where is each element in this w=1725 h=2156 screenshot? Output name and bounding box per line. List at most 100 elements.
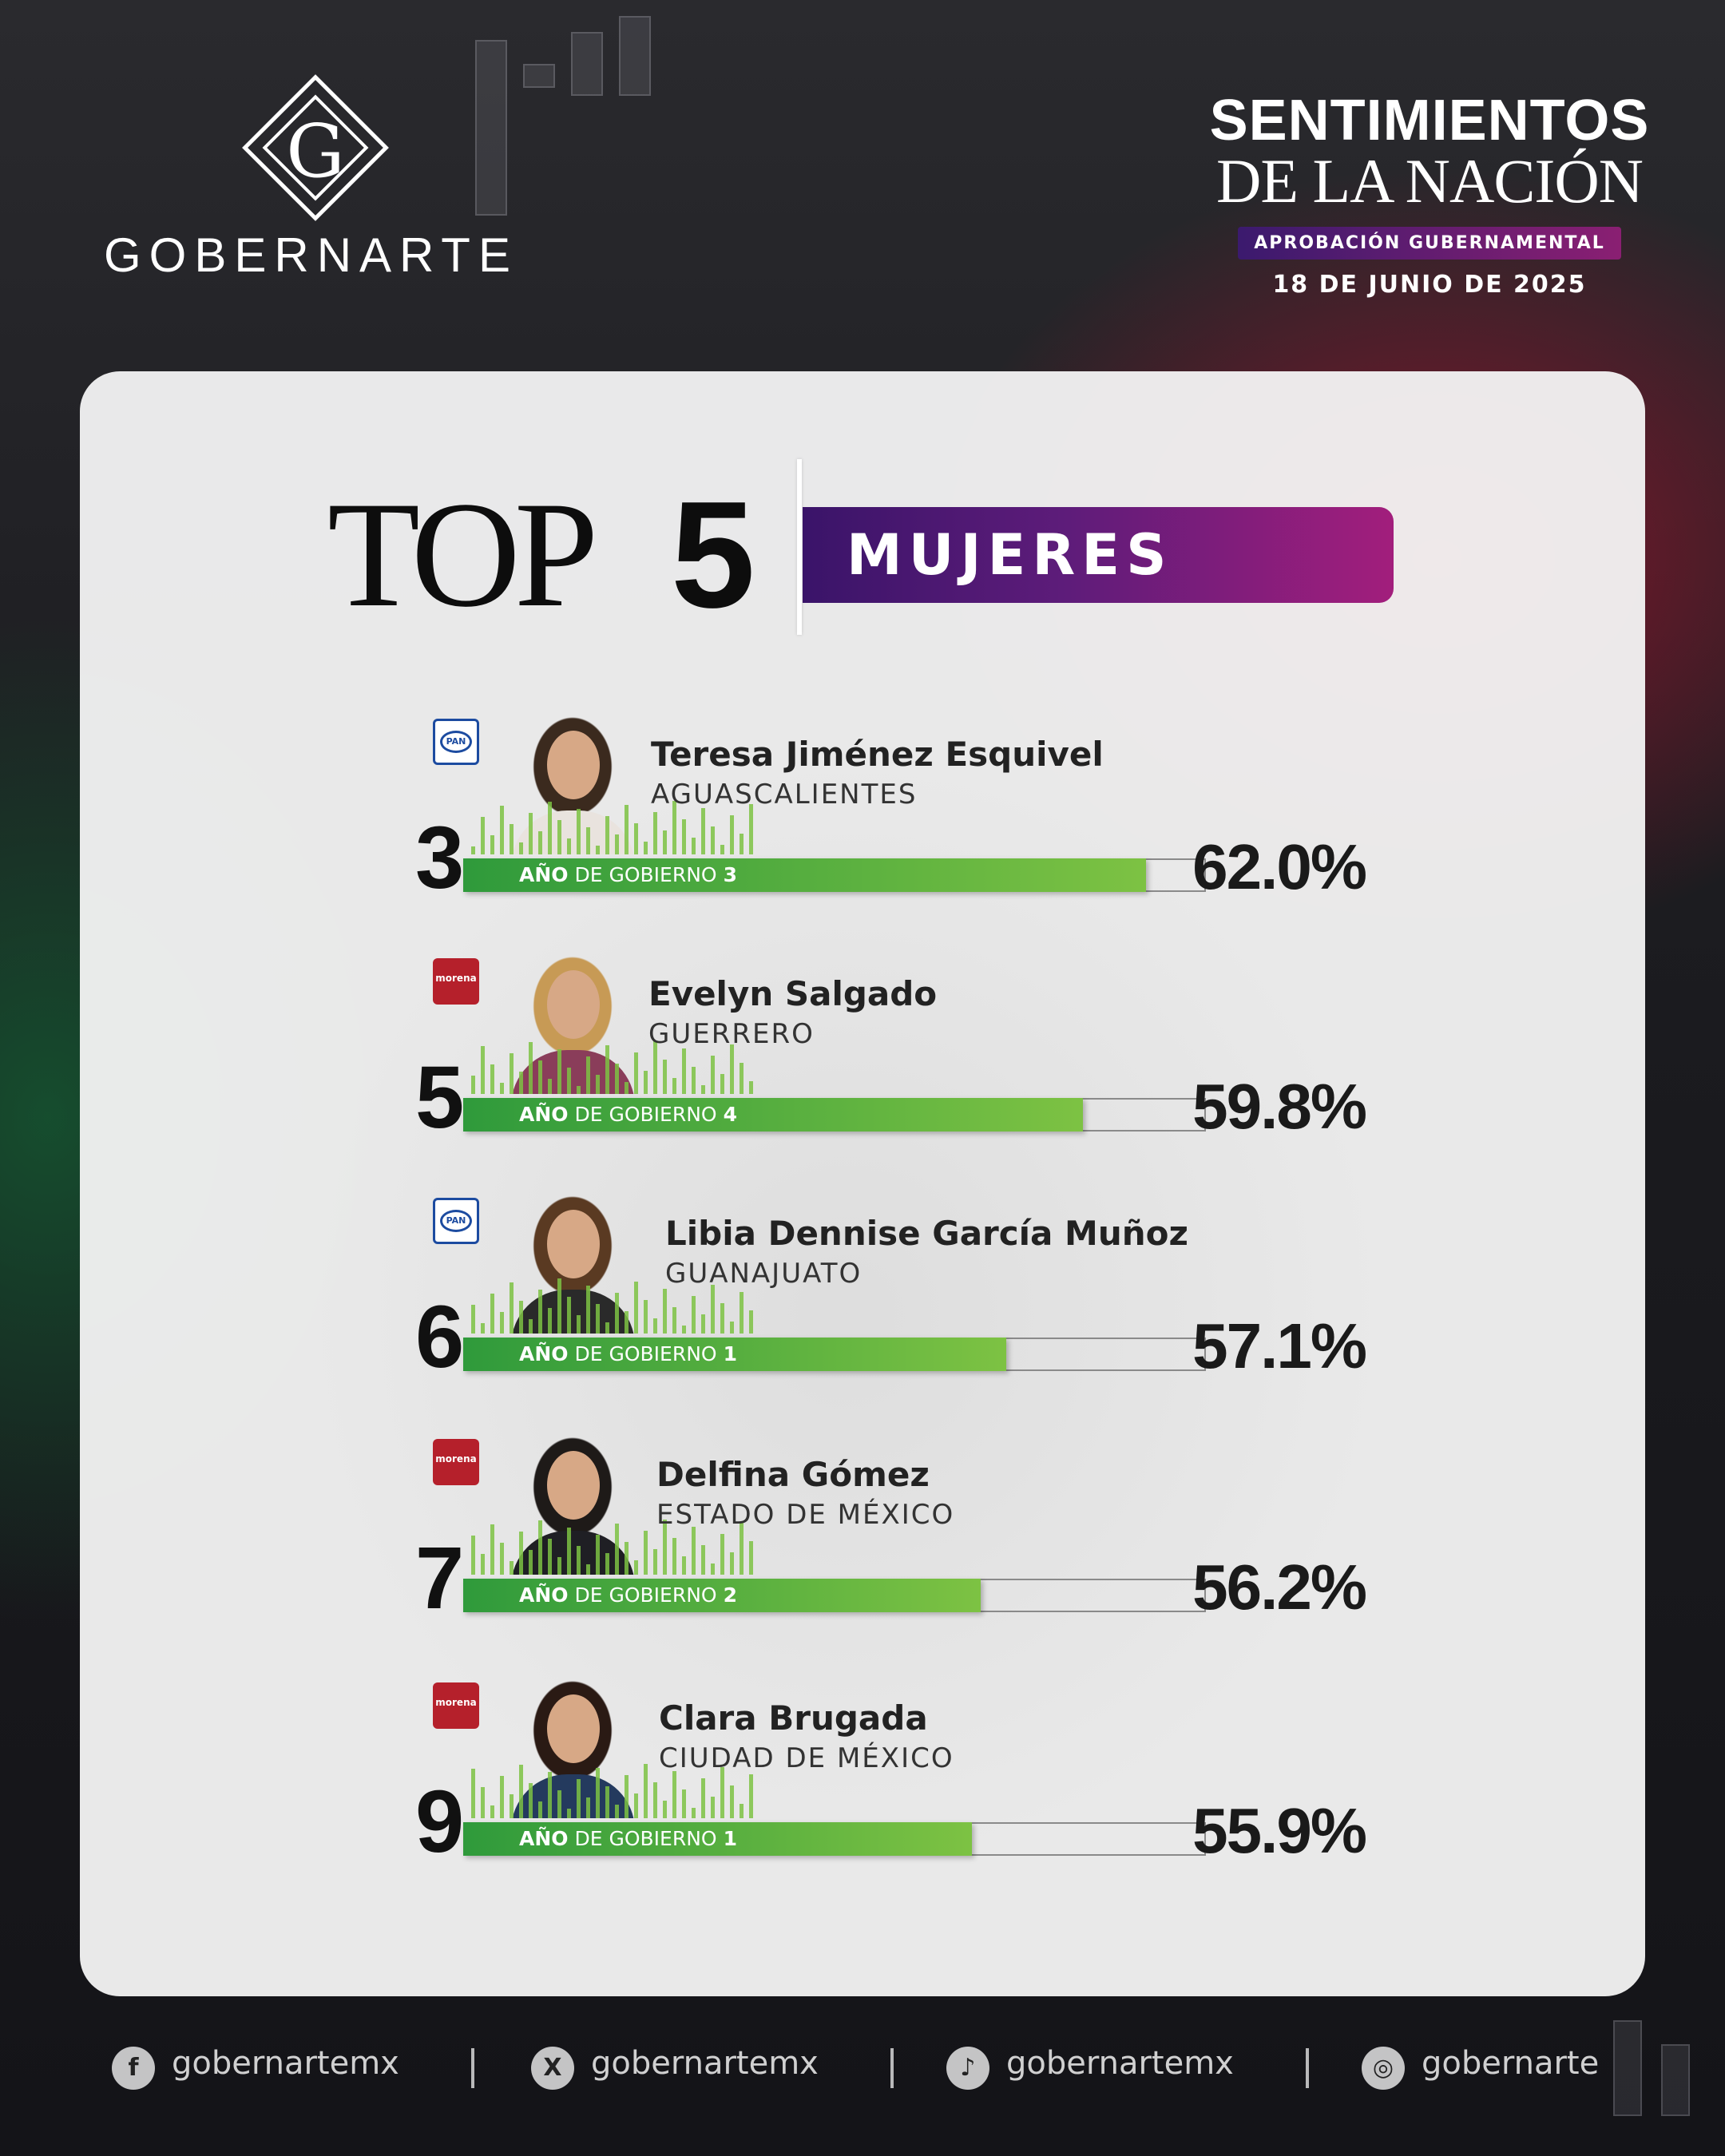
social-link[interactable]: f gobernartemx <box>112 2040 447 2096</box>
report-date: 18 DE JUNIO DE 2025 <box>1272 271 1587 299</box>
footer-divider <box>890 2048 894 2088</box>
wave-bar <box>471 846 475 854</box>
wave-bar <box>644 1071 648 1094</box>
wave-bar <box>538 1290 542 1334</box>
pan-logo-icon: PAN <box>433 1198 479 1244</box>
wave-bar <box>711 826 715 854</box>
wave-bar <box>615 1524 619 1575</box>
skyline-bar <box>1613 2020 1642 2116</box>
wave-bar <box>672 1538 676 1575</box>
category-label: MUJERES <box>847 522 1173 588</box>
footer-divider <box>471 2048 474 2088</box>
wave-bar <box>596 846 600 854</box>
wave-bar <box>730 1552 734 1575</box>
wave-bar <box>663 1520 667 1575</box>
wave-bar <box>596 1768 600 1818</box>
value-bar: AÑO DE GOBIERNO 2 <box>463 1579 981 1612</box>
flag-watermark <box>303 755 1390 1873</box>
wave-bar <box>711 1056 715 1094</box>
year-number: 2 <box>723 1583 737 1607</box>
wave-bar <box>557 1790 561 1818</box>
wave-bar <box>701 808 705 854</box>
value-bar: AÑO DE GOBIERNO 4 <box>463 1098 1084 1132</box>
wave-bar <box>586 1286 590 1334</box>
wave-bar <box>625 805 629 854</box>
footer-divider <box>1306 2048 1309 2088</box>
wave-bar <box>529 1550 533 1575</box>
wave-bar <box>740 1292 744 1334</box>
governor-state: ESTADO DE MÉXICO <box>656 1499 955 1531</box>
wave-bar <box>586 1797 590 1818</box>
wave-bar <box>749 1774 753 1818</box>
year-label-mid: DE GOBIERNO <box>574 1103 717 1126</box>
wave-bar <box>663 830 667 854</box>
wave-bar <box>567 838 571 854</box>
wave-bar <box>634 1560 638 1575</box>
ranking-row: morena AÑO DE GOBIERNO 4 5 Evelyn Salgado GU… <box>80 934 1645 1142</box>
tiktok-icon: ♪ <box>946 2047 989 2090</box>
social-link[interactable]: ♪ gobernartemx <box>946 2040 1282 2096</box>
wave-bar <box>730 1785 734 1818</box>
social-handle: gobernarte <box>1422 2045 1600 2082</box>
governor-name: Delfina Gómez <box>656 1455 930 1494</box>
wave-bar <box>653 1782 657 1818</box>
social-handle: gobernartemx <box>172 2045 399 2082</box>
wave-bar <box>500 1083 504 1094</box>
wave-bar <box>615 1293 619 1334</box>
wave-bar <box>740 1063 744 1094</box>
audio-wave-decoration <box>471 1754 775 1818</box>
report-title-block: SENTIMIENTOS DE LA NACIÓN APROBACIÓN GUB… <box>1158 88 1701 299</box>
wave-bar <box>519 1072 523 1094</box>
heading-divider <box>797 459 802 635</box>
wave-bar <box>481 1323 485 1334</box>
wave-bar <box>500 806 504 854</box>
skyline-bar <box>523 64 555 88</box>
wave-bar <box>557 1557 561 1575</box>
photo-face <box>547 1451 600 1520</box>
wave-bar <box>634 823 638 854</box>
year-label-strong: AÑO <box>519 1342 569 1365</box>
wave-bar <box>711 1797 715 1818</box>
wave-bar <box>740 1523 744 1575</box>
wave-bar <box>548 1079 552 1094</box>
wave-bar <box>490 835 494 854</box>
brand-logo: G GOBERNARTE <box>104 74 535 295</box>
wave-bar <box>682 1789 686 1818</box>
wave-bar <box>529 1783 533 1818</box>
wave-bar <box>519 1532 523 1575</box>
wave-bar <box>490 1064 494 1094</box>
wave-bar <box>490 1294 494 1334</box>
governor-state: CIUDAD DE MÉXICO <box>659 1742 954 1774</box>
wave-bar <box>500 1543 504 1575</box>
wave-bar <box>481 817 485 854</box>
governor-photo <box>503 934 643 1094</box>
photo-face <box>547 1210 600 1278</box>
government-year-label: AÑO DE GOBIERNO 3 <box>519 858 737 892</box>
skyline-bar <box>571 32 603 96</box>
value-bar: AÑO DE GOBIERNO 1 <box>463 1822 973 1856</box>
wave-bar <box>557 820 561 854</box>
pan-logo-icon: PAN <box>433 719 479 765</box>
wave-bar <box>672 801 676 854</box>
value-bar: AÑO DE GOBIERNO 3 <box>463 858 1146 892</box>
wave-bar <box>605 1553 609 1575</box>
social-link[interactable]: ◎ gobernarte <box>1362 2040 1697 2096</box>
wave-bar <box>519 1765 523 1818</box>
party-logo-text: PAN <box>440 731 472 753</box>
wave-bar <box>720 1767 724 1818</box>
year-number: 1 <box>723 1342 737 1365</box>
wave-bar <box>701 1545 705 1575</box>
wave-bar <box>510 1561 514 1575</box>
wave-bar <box>557 1049 561 1094</box>
wave-bar <box>586 1564 590 1575</box>
wave-bar <box>500 1312 504 1334</box>
wave-bar <box>692 1527 696 1575</box>
wave-bar <box>481 1787 485 1818</box>
wave-bar <box>720 1303 724 1334</box>
wave-bar <box>529 1319 533 1334</box>
wave-bar <box>481 1554 485 1575</box>
wave-bar <box>644 842 648 854</box>
approval-percentage: 55.9% <box>1192 1795 1367 1866</box>
wave-bar <box>625 1311 629 1334</box>
